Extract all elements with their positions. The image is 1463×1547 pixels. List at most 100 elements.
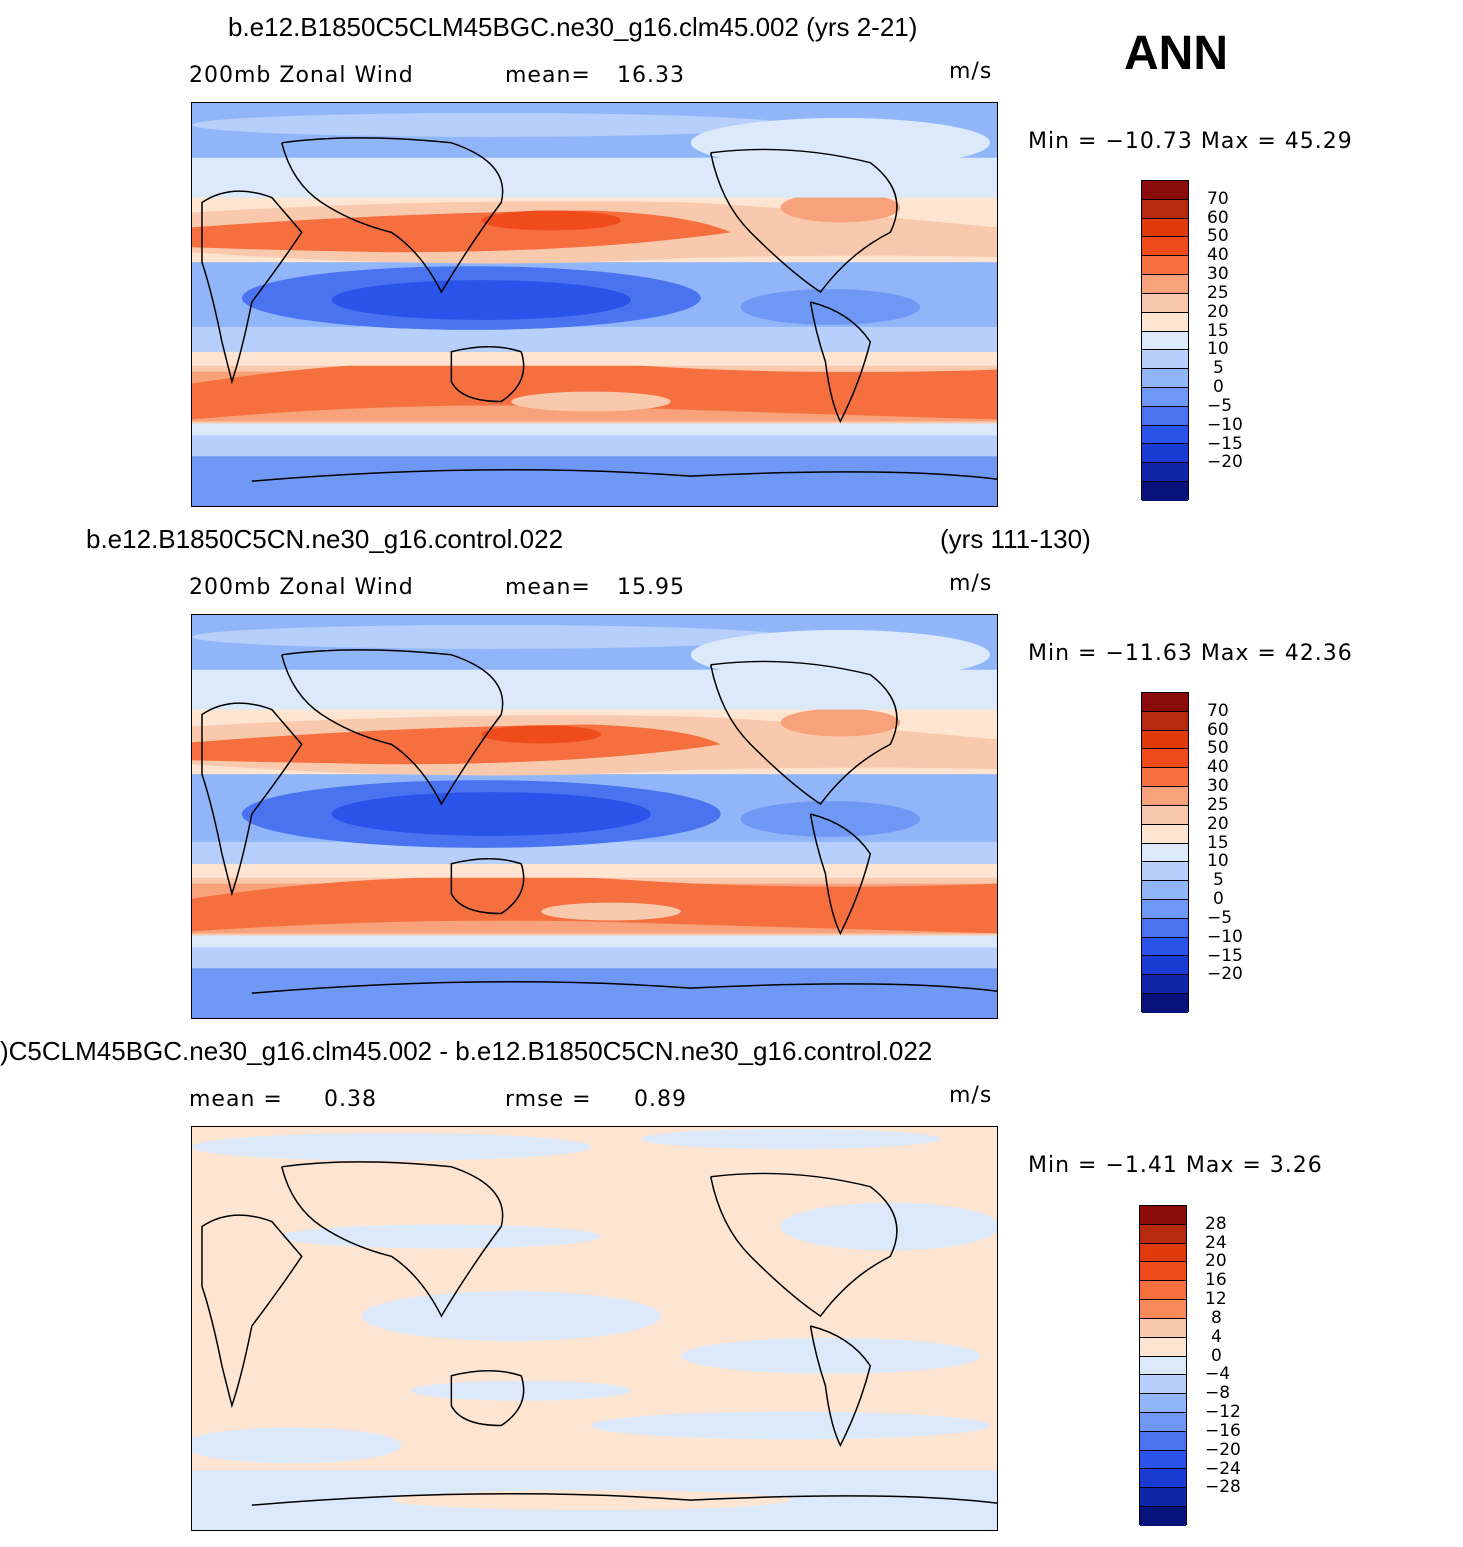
- panel2-units: m/s: [949, 571, 993, 596]
- colorbar-label: 25: [1207, 282, 1229, 303]
- colorbar-label: 10: [1207, 851, 1229, 872]
- panel1-case-title: b.e12.B1850C5CLM45BGC.ne30_g16.clm45.002…: [228, 12, 918, 42]
- panel2-colorbar: [1141, 692, 1189, 1013]
- colorbar-label: 50: [1207, 738, 1229, 759]
- colorbar-swatch: [1142, 749, 1188, 769]
- colorbar-label: 70: [1207, 188, 1229, 209]
- colorbar-label: 16: [1205, 1270, 1227, 1291]
- panel3-minmax: Min = −1.41 Max = 3.26: [1028, 1153, 1323, 1178]
- colorbar-swatch: [1142, 293, 1188, 313]
- panel2-mean-label: mean=: [505, 575, 591, 600]
- colorbar-label: −10: [1207, 414, 1243, 435]
- colorbar-label: −15: [1207, 433, 1243, 454]
- colorbar-swatch: [1142, 805, 1188, 825]
- colorbar-label: −12: [1205, 1402, 1241, 1423]
- colorbar-label: 20: [1207, 301, 1229, 322]
- colorbar-swatch: [1142, 425, 1188, 445]
- colorbar-swatch: [1140, 1262, 1186, 1282]
- colorbar-label: 24: [1205, 1232, 1227, 1253]
- panel2-variable: 200mb Zonal Wind: [189, 575, 414, 600]
- colorbar-swatch: [1142, 975, 1188, 994]
- colorbar-swatch: [1142, 406, 1188, 426]
- colorbar-label: 20: [1207, 813, 1229, 834]
- panel3-rmse-label: rmse =: [505, 1087, 592, 1112]
- colorbar-label: 8: [1211, 1307, 1222, 1328]
- panel1-mean-value: 16.33: [617, 63, 685, 88]
- colorbar-label: −8: [1205, 1383, 1231, 1404]
- colorbar-label: 12: [1205, 1289, 1227, 1310]
- panel2-mean-value: 15.95: [617, 575, 685, 600]
- colorbar-label: 0: [1213, 377, 1224, 398]
- panel3-map: [191, 1126, 998, 1531]
- colorbar-swatch: [1140, 1337, 1186, 1357]
- colorbar-swatch: [1142, 218, 1188, 238]
- colorbar-swatch: [1142, 824, 1188, 844]
- colorbar-swatch: [1142, 937, 1188, 957]
- colorbar-swatch: [1142, 482, 1188, 501]
- panel1-mean-label: mean=: [505, 63, 591, 88]
- colorbar-swatch: [1140, 1356, 1186, 1376]
- colorbar-swatch: [1142, 918, 1188, 938]
- colorbar-label: 70: [1207, 700, 1229, 721]
- colorbar-swatch: [1140, 1281, 1186, 1301]
- colorbar-swatch: [1142, 369, 1188, 388]
- panel3-mean-label: mean =: [189, 1087, 283, 1112]
- colorbar-swatch: [1142, 181, 1188, 200]
- colorbar-label: −16: [1205, 1420, 1241, 1441]
- colorbar-swatch: [1142, 444, 1188, 464]
- colorbar-label: 60: [1207, 207, 1229, 228]
- season-label: ANN: [1124, 27, 1228, 80]
- colorbar-label: −10: [1207, 926, 1243, 947]
- colorbar-label: 40: [1207, 757, 1229, 778]
- colorbar-label: 4: [1211, 1326, 1222, 1347]
- colorbar-label: 5: [1213, 870, 1224, 891]
- panel1-colorbar: [1141, 180, 1189, 501]
- colorbar-swatch: [1142, 899, 1188, 919]
- colorbar-label: −15: [1207, 945, 1243, 966]
- colorbar-label: −20: [1207, 964, 1243, 985]
- colorbar-swatch: [1140, 1243, 1186, 1263]
- colorbar-label: 10: [1207, 339, 1229, 360]
- colorbar-swatch: [1142, 331, 1188, 351]
- colorbar-label: 28: [1205, 1213, 1227, 1234]
- panel1-variable: 200mb Zonal Wind: [189, 63, 414, 88]
- panel1-units: m/s: [949, 59, 993, 84]
- colorbar-label: 40: [1207, 245, 1229, 266]
- colorbar-label: 30: [1207, 776, 1229, 797]
- colorbar-swatch: [1142, 237, 1188, 257]
- colorbar-swatch: [1140, 1431, 1186, 1451]
- colorbar-swatch: [1140, 1450, 1186, 1470]
- colorbar-swatch: [1142, 881, 1188, 900]
- colorbar-label: −20: [1205, 1439, 1241, 1460]
- colorbar-swatch: [1140, 1206, 1186, 1225]
- colorbar-swatch: [1140, 1394, 1186, 1413]
- panel1-minmax: Min = −10.73 Max = 45.29: [1028, 129, 1353, 154]
- colorbar-label: 25: [1207, 794, 1229, 815]
- panel2-minmax: Min = −11.63 Max = 42.36: [1028, 641, 1353, 666]
- colorbar-label: 15: [1207, 320, 1229, 341]
- colorbar-label: 60: [1207, 719, 1229, 740]
- colorbar-label: 0: [1211, 1345, 1222, 1366]
- panel2-case-years: (yrs 111-130): [940, 524, 1091, 554]
- panel3-mean-value: 0.38: [324, 1087, 377, 1112]
- colorbar-swatch: [1142, 312, 1188, 332]
- colorbar-swatch: [1140, 1224, 1186, 1244]
- colorbar-swatch: [1142, 768, 1188, 788]
- colorbar-swatch: [1140, 1488, 1186, 1507]
- colorbar-label: 30: [1207, 264, 1229, 285]
- panel2-case-title: b.e12.B1850C5CN.ne30_g16.control.022: [86, 524, 564, 554]
- colorbar-swatch: [1142, 463, 1188, 482]
- colorbar-swatch: [1142, 862, 1188, 882]
- colorbar-swatch: [1140, 1300, 1186, 1319]
- colorbar-swatch: [1142, 256, 1188, 276]
- colorbar-swatch: [1142, 199, 1188, 219]
- colorbar-swatch: [1140, 1412, 1186, 1432]
- colorbar-label: 50: [1207, 226, 1229, 247]
- colorbar-swatch: [1142, 275, 1188, 294]
- panel3-case-title: )C5CLM45BGC.ne30_g16.clm45.002 - b.e12.B…: [0, 1036, 933, 1066]
- colorbar-label: −20: [1207, 452, 1243, 473]
- colorbar-swatch: [1140, 1318, 1186, 1338]
- panel3-colorbar: [1139, 1205, 1187, 1526]
- colorbar-swatch: [1142, 787, 1188, 806]
- colorbar-swatch: [1142, 711, 1188, 731]
